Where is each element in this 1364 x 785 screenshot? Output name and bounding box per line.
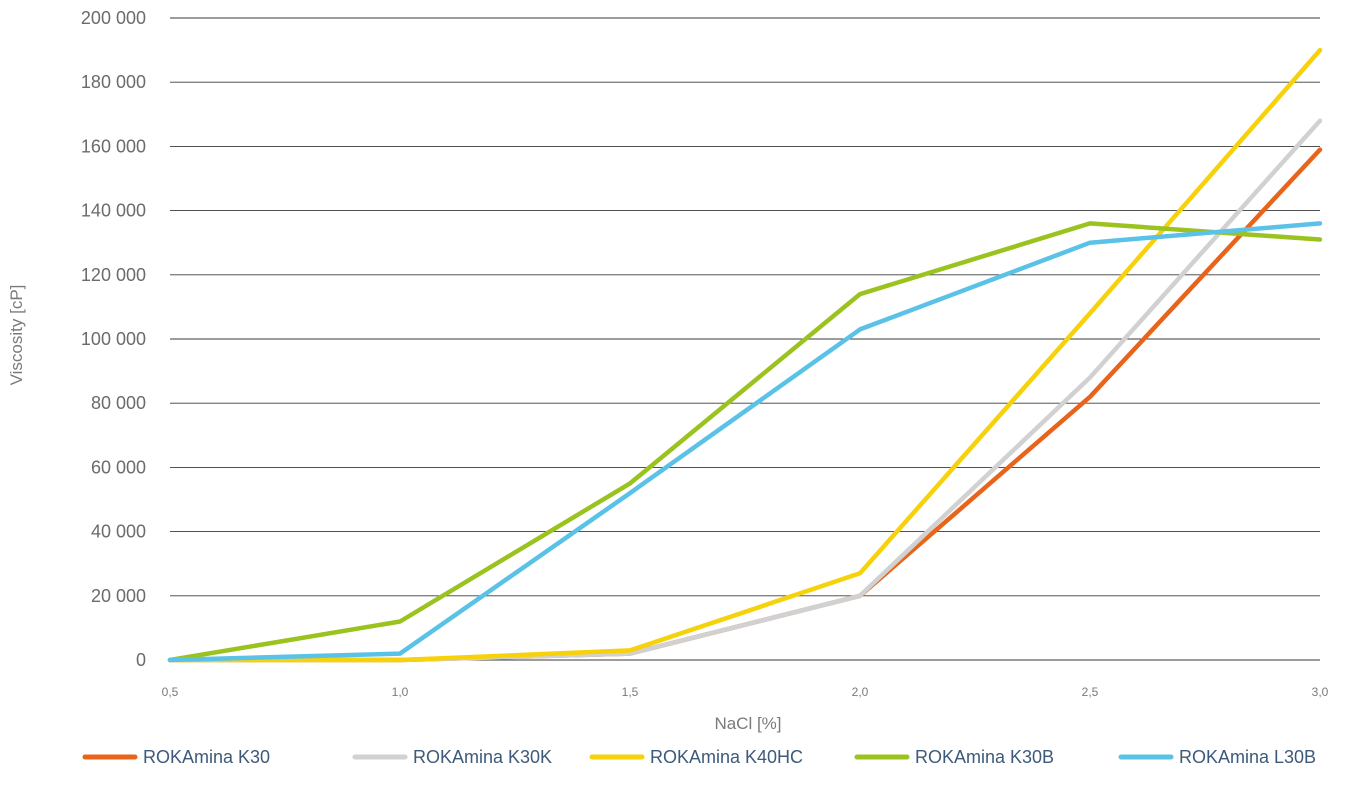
x-axis-ticks: 0,5 1,0 1,5 2,0 2,5 3,0 bbox=[162, 685, 1329, 699]
legend-label: ROKAmina K30 bbox=[143, 747, 270, 767]
series-line-3 bbox=[167, 47, 1323, 663]
y-axis-label: Viscosity [cP] bbox=[7, 285, 26, 386]
x-tick-label: 2,5 bbox=[1082, 685, 1099, 699]
x-tick-label: 3,0 bbox=[1312, 685, 1329, 699]
legend-label: ROKAmina L30B bbox=[1179, 747, 1316, 767]
x-tick-label: 0,5 bbox=[162, 685, 179, 699]
x-axis-label: NaCl [%] bbox=[714, 714, 781, 733]
y-tick-label: 60 000 bbox=[91, 457, 146, 477]
x-tick-label: 1,0 bbox=[392, 685, 409, 699]
y-tick-label: 80 000 bbox=[91, 393, 146, 413]
y-axis-ticks: 0 20 000 40 000 60 000 80 000 100 000 120 000 1… bbox=[81, 8, 146, 670]
x-tick-label: 2,0 bbox=[852, 685, 869, 699]
series-lines bbox=[167, 47, 1323, 663]
legend-label: ROKAmina K40HC bbox=[650, 747, 803, 767]
legend-label: ROKAmina K30B bbox=[915, 747, 1054, 767]
x-tick-label: 1,5 bbox=[622, 685, 639, 699]
y-tick-label: 160 000 bbox=[81, 136, 146, 156]
legend-label: ROKAmina K30K bbox=[413, 747, 552, 767]
y-tick-label: 180 000 bbox=[81, 72, 146, 92]
y-tick-label: 0 bbox=[136, 650, 146, 670]
series-line-4 bbox=[167, 221, 1323, 663]
y-tick-label: 200 000 bbox=[81, 8, 146, 28]
y-tick-label: 140 000 bbox=[81, 201, 146, 221]
y-tick-label: 100 000 bbox=[81, 329, 146, 349]
y-tick-label: 40 000 bbox=[91, 522, 146, 542]
legend: ROKAmina K30 ROKAmina K30K ROKAmina K40HC R… bbox=[82, 747, 1316, 767]
y-tick-label: 20 000 bbox=[91, 586, 146, 606]
y-tick-label: 120 000 bbox=[81, 265, 146, 285]
series-line-5 bbox=[167, 221, 1323, 663]
gridlines bbox=[170, 17, 1320, 661]
